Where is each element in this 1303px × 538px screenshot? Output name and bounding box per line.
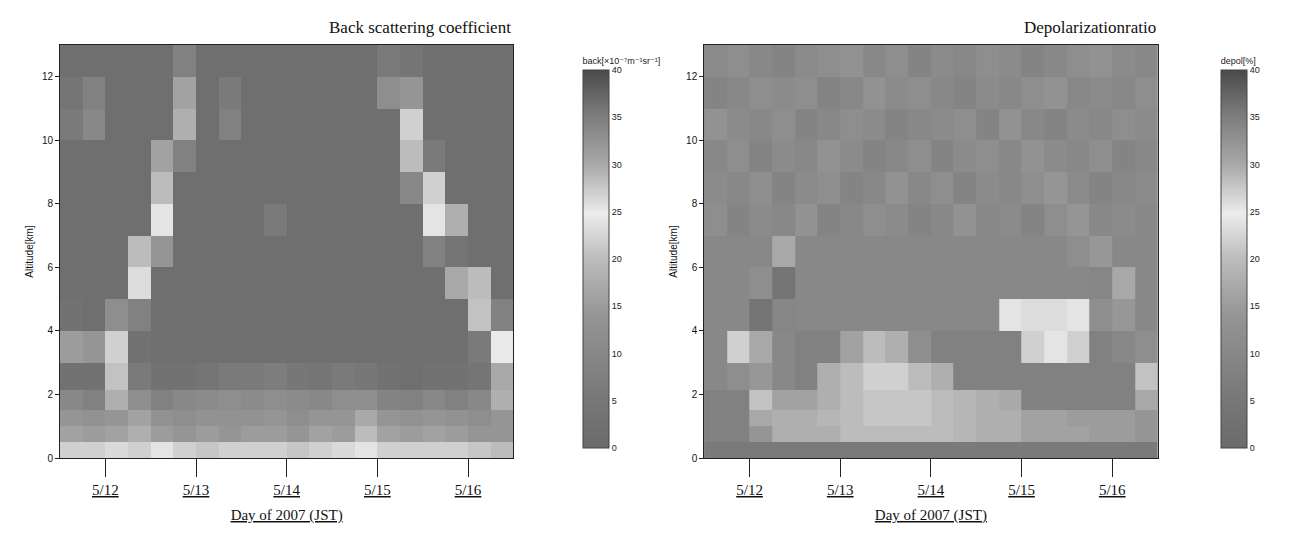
svg-text:6: 6 <box>47 262 53 273</box>
svg-text:5: 5 <box>1250 396 1255 406</box>
svg-text:0: 0 <box>692 453 698 464</box>
svg-text:30: 30 <box>612 160 622 170</box>
svg-text:5/15: 5/15 <box>364 482 391 498</box>
svg-text:35: 35 <box>1250 112 1260 122</box>
svg-text:6: 6 <box>692 262 698 273</box>
svg-text:back[×10⁻⁷m⁻¹sr⁻¹]: back[×10⁻⁷m⁻¹sr⁻¹] <box>582 56 660 66</box>
svg-text:10: 10 <box>686 135 698 146</box>
svg-text:Depolarizationratio: Depolarizationratio <box>1024 18 1156 37</box>
svg-text:5/12: 5/12 <box>736 482 763 498</box>
svg-text:Day of 2007 (JST): Day of 2007 (JST) <box>875 507 987 524</box>
svg-text:5/14: 5/14 <box>918 482 945 498</box>
svg-text:20: 20 <box>612 254 622 264</box>
svg-text:4: 4 <box>692 325 698 336</box>
svg-text:depol[%]: depol[%] <box>1221 56 1256 66</box>
svg-text:5/16: 5/16 <box>1099 482 1126 498</box>
svg-text:Back scattering coefficient: Back scattering coefficient <box>329 18 511 37</box>
svg-text:15: 15 <box>612 301 622 311</box>
svg-text:10: 10 <box>42 135 54 146</box>
svg-text:12: 12 <box>686 71 698 82</box>
svg-text:5: 5 <box>612 396 617 406</box>
svg-text:Altitude[km]: Altitude[km] <box>668 225 679 277</box>
svg-text:Day of 2007 (JST): Day of 2007 (JST) <box>231 507 343 524</box>
svg-text:0: 0 <box>612 443 617 453</box>
svg-text:10: 10 <box>612 349 622 359</box>
svg-text:40: 40 <box>612 65 622 75</box>
svg-text:30: 30 <box>1250 160 1260 170</box>
svg-text:5/14: 5/14 <box>273 482 300 498</box>
svg-text:25: 25 <box>1250 207 1260 217</box>
svg-text:8: 8 <box>47 198 53 209</box>
svg-text:8: 8 <box>692 198 698 209</box>
svg-text:12: 12 <box>42 71 54 82</box>
svg-text:5/13: 5/13 <box>183 482 210 498</box>
svg-text:5/12: 5/12 <box>92 482 119 498</box>
svg-text:40: 40 <box>1250 65 1260 75</box>
svg-text:10: 10 <box>1250 349 1260 359</box>
svg-text:5/16: 5/16 <box>455 482 482 498</box>
svg-text:2: 2 <box>692 389 698 400</box>
svg-text:Altitude[km]: Altitude[km] <box>24 225 35 277</box>
svg-text:0: 0 <box>1250 443 1255 453</box>
svg-text:15: 15 <box>1250 301 1260 311</box>
svg-text:5/15: 5/15 <box>1008 482 1035 498</box>
svg-text:5/13: 5/13 <box>827 482 854 498</box>
svg-text:25: 25 <box>612 207 622 217</box>
svg-text:20: 20 <box>1250 254 1260 264</box>
svg-text:35: 35 <box>612 112 622 122</box>
svg-text:4: 4 <box>47 325 53 336</box>
svg-text:0: 0 <box>47 453 53 464</box>
svg-text:2: 2 <box>47 389 53 400</box>
